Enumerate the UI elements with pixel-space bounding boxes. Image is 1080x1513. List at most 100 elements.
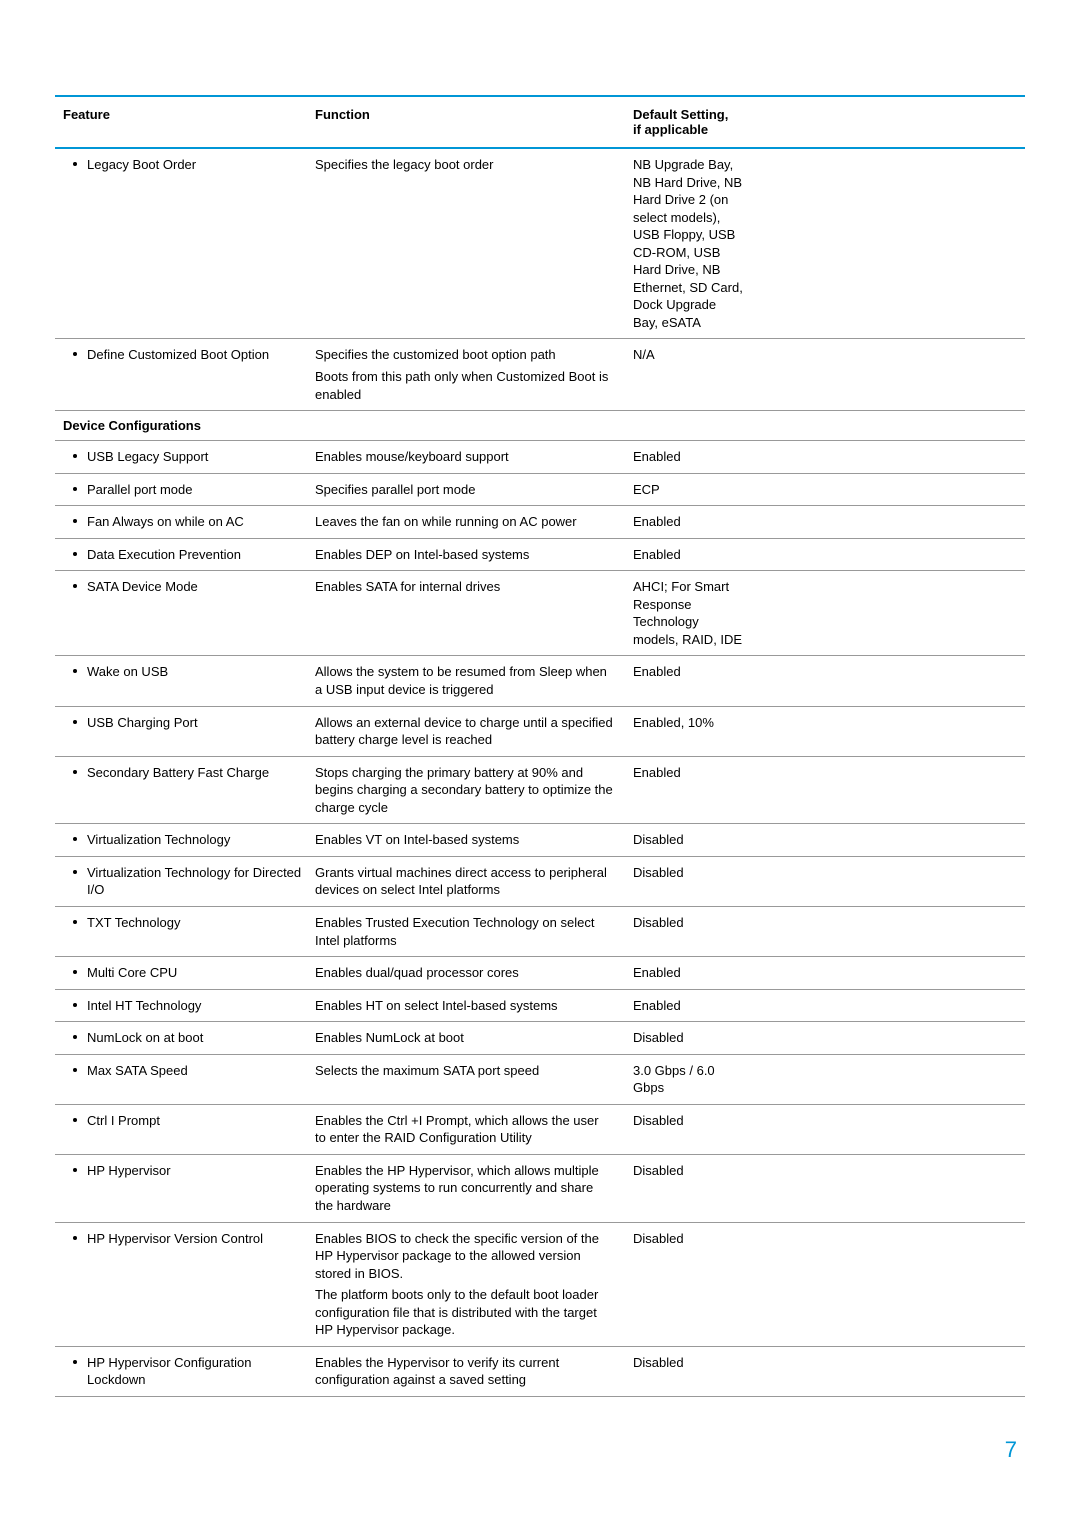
feature-label: Parallel port mode xyxy=(87,481,193,499)
default-value: Enabled xyxy=(633,513,743,531)
default-value: Disabled xyxy=(633,1162,743,1215)
bullet-icon xyxy=(73,669,77,673)
function-text: Selects the maximum SATA port speed xyxy=(315,1062,633,1097)
feature-label: USB Legacy Support xyxy=(87,448,208,466)
feature-item: NumLock on at boot xyxy=(63,1029,305,1047)
bullet-icon xyxy=(73,552,77,556)
table-row: TXT Technology Enables Trusted Execution … xyxy=(55,907,1025,957)
feature-item: HP Hypervisor Configuration Lockdown xyxy=(63,1354,305,1389)
feature-label: Intel HT Technology xyxy=(87,997,201,1015)
feature-label: Wake on USB xyxy=(87,663,168,681)
feature-label: TXT Technology xyxy=(87,914,180,932)
default-value: Disabled xyxy=(633,864,743,899)
table-row: Virtualization Technology for Directed I… xyxy=(55,857,1025,907)
table-row: Wake on USBAllows the system to be resum… xyxy=(55,656,1025,706)
feature-item: Ctrl I Prompt xyxy=(63,1112,305,1130)
feature-item: USB Legacy Support xyxy=(63,448,305,466)
feature-label: Virtualization Technology for Directed I… xyxy=(87,864,305,899)
feature-label: Ctrl I Prompt xyxy=(87,1112,160,1130)
feature-item: TXT Technology xyxy=(63,914,305,932)
bullet-icon xyxy=(73,519,77,523)
default-value: Enabled xyxy=(633,448,743,466)
bullet-icon xyxy=(73,837,77,841)
table-row: Define Customized Boot Option Specifies … xyxy=(55,339,1025,411)
table-row: SATA Device Mode Enables SATA for interna… xyxy=(55,571,1025,656)
feature-item: Legacy Boot Order xyxy=(63,156,305,174)
feature-item: Virtualization Technology for Directed I… xyxy=(63,864,305,899)
feature-item: HP Hypervisor Version Control xyxy=(63,1230,305,1248)
feature-label: Legacy Boot Order xyxy=(87,156,196,174)
function-text: Enables BIOS to check the specific versi… xyxy=(315,1230,633,1339)
feature-item: Wake on USB xyxy=(63,663,305,681)
function-text: Enables HT on select Intel-based systems xyxy=(315,997,633,1015)
table-row: HP HypervisorEnables the HP Hypervisor, … xyxy=(55,1155,1025,1223)
feature-label: Data Execution Prevention xyxy=(87,546,241,564)
table-row: USB Legacy Support Enables mouse/keyboard… xyxy=(55,441,1025,474)
function-text: Enables Trusted Execution Technology on … xyxy=(315,914,633,949)
bullet-icon xyxy=(73,1360,77,1364)
function-text: Enables dual/quad processor cores xyxy=(315,964,633,982)
default-value: Disabled xyxy=(633,1112,743,1147)
feature-item: Multi Core CPU xyxy=(63,964,305,982)
feature-label: HP Hypervisor Configuration Lockdown xyxy=(87,1354,305,1389)
bullet-icon xyxy=(73,1003,77,1007)
page-number: 7 xyxy=(55,1437,1025,1463)
feature-item: Intel HT Technology xyxy=(63,997,305,1015)
function-text: Enables VT on Intel-based systems xyxy=(315,831,633,849)
function-text: Enables SATA for internal drives xyxy=(315,578,633,648)
feature-label: Secondary Battery Fast Charge xyxy=(87,764,269,782)
table-row: Data Execution Prevention Enables DEP on … xyxy=(55,539,1025,572)
table-row: USB Charging Port Allows an external devi… xyxy=(55,707,1025,757)
feature-item: Max SATA Speed xyxy=(63,1062,305,1080)
bullet-icon xyxy=(73,1068,77,1072)
feature-item: Virtualization Technology xyxy=(63,831,305,849)
table-row: Secondary Battery Fast Charge Stops charg… xyxy=(55,757,1025,825)
default-value: AHCI; For Smart Response Technology mode… xyxy=(633,578,743,648)
feature-item: Secondary Battery Fast Charge xyxy=(63,764,305,782)
function-text: Allows an external device to charge unti… xyxy=(315,714,633,749)
function-text: Enables mouse/keyboard support xyxy=(315,448,633,466)
bullet-icon xyxy=(73,454,77,458)
feature-label: Max SATA Speed xyxy=(87,1062,188,1080)
feature-label: Virtualization Technology xyxy=(87,831,230,849)
function-text: Enables NumLock at boot xyxy=(315,1029,633,1047)
section-header: Device Configurations xyxy=(55,411,1025,441)
default-value: Disabled xyxy=(633,914,743,949)
default-value: NB Upgrade Bay, NB Hard Drive, NB Hard D… xyxy=(633,156,743,331)
feature-item: Define Customized Boot Option xyxy=(63,346,305,364)
header-function: Function xyxy=(315,107,633,137)
default-value: Disabled xyxy=(633,1230,743,1339)
function-text: Enables DEP on Intel-based systems xyxy=(315,546,633,564)
default-value: Enabled, 10% xyxy=(633,714,743,749)
feature-label: SATA Device Mode xyxy=(87,578,198,596)
function-text: Stops charging the primary battery at 90… xyxy=(315,764,633,817)
function-text: Enables the Hypervisor to verify its cur… xyxy=(315,1354,633,1389)
feature-item: USB Charging Port xyxy=(63,714,305,732)
header-feature: Feature xyxy=(55,107,315,137)
bullet-icon xyxy=(73,487,77,491)
feature-label: HP Hypervisor Version Control xyxy=(87,1230,263,1248)
default-value: N/A xyxy=(633,346,743,403)
table-row: Virtualization Technology Enables VT on I… xyxy=(55,824,1025,857)
section-label: Device Configurations xyxy=(55,418,315,433)
function-text: Specifies the legacy boot order xyxy=(315,156,633,331)
feature-label: USB Charging Port xyxy=(87,714,198,732)
table-row: Ctrl I PromptEnables the Ctrl +I Prompt,… xyxy=(55,1105,1025,1155)
bullet-icon xyxy=(73,1118,77,1122)
bullet-icon xyxy=(73,1035,77,1039)
table-row: Max SATA Speed Selects the maximum SATA p… xyxy=(55,1055,1025,1105)
bullet-icon xyxy=(73,1168,77,1172)
bullet-icon xyxy=(73,920,77,924)
feature-item: Data Execution Prevention xyxy=(63,546,305,564)
table-row: NumLock on at boot Enables NumLock at boo… xyxy=(55,1022,1025,1055)
table-row: Fan Always on while on ACLeaves the fan … xyxy=(55,506,1025,539)
function-text: Specifies the customized boot option pat… xyxy=(315,346,633,403)
function-text: Specifies parallel port mode xyxy=(315,481,633,499)
table-row: Legacy Boot Order Specifies the legacy b… xyxy=(55,149,1025,339)
default-value: Disabled xyxy=(633,831,743,849)
table-row: Parallel port mode Specifies parallel por… xyxy=(55,474,1025,507)
table-row: HP Hypervisor Configuration Lockdown Enab… xyxy=(55,1347,1025,1397)
feature-item: HP Hypervisor xyxy=(63,1162,305,1180)
default-value: Enabled xyxy=(633,663,743,698)
table-header-row: Feature Function Default Setting, if app… xyxy=(55,97,1025,149)
